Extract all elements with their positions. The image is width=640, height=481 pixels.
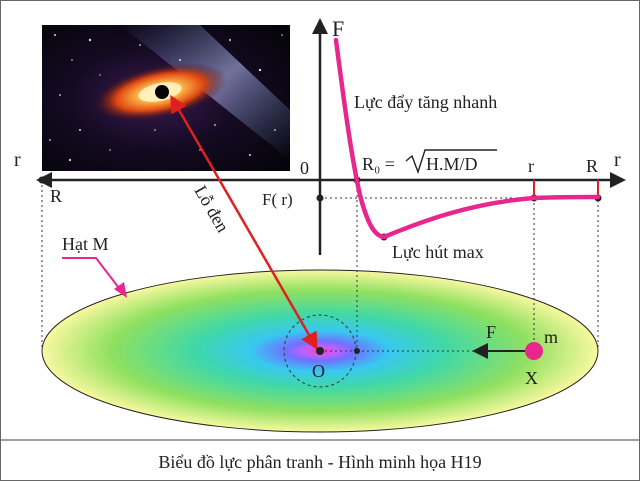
point-x-label: X: [525, 368, 538, 388]
center-o-point: [316, 347, 324, 355]
r0-formula: H.M/D: [426, 154, 478, 174]
black-hole-label: Lỗ đen: [191, 182, 234, 236]
r-mid-label: r: [528, 156, 534, 176]
r0-projection-point: [354, 348, 360, 354]
mass-m-label: m: [544, 327, 558, 347]
center-o-label: O: [312, 361, 325, 381]
force-f-label: F: [486, 322, 496, 342]
f-axis-label: F: [332, 16, 344, 41]
force-arrowhead: [472, 343, 488, 359]
attraction-max-label: Lực hút max: [392, 242, 484, 262]
force-curve: [333, 37, 601, 240]
r-right-label: r: [614, 149, 621, 171]
R-left-label: R: [50, 186, 62, 206]
repulsion-label: Lực đẩy tăng nhanh: [354, 92, 497, 112]
black-hole-image: [42, 25, 290, 171]
black-hole-pointer: [170, 94, 318, 351]
particle-m-label: Hạt M: [62, 234, 109, 254]
R-right-label: R: [586, 156, 598, 176]
particle-m-pointer: [62, 257, 123, 293]
f-of-r-label: F( r): [262, 190, 293, 209]
zero-label: 0: [300, 158, 309, 178]
sqrt-symbol: [405, 149, 497, 175]
axes: [36, 18, 626, 255]
r-left-label: r: [14, 149, 21, 171]
caption-text: Biểu đồ lực phân tranh - Hình minh họa H…: [158, 452, 481, 472]
mass-m-particle: [525, 342, 543, 360]
r0-label: R₀ =: [362, 154, 395, 174]
